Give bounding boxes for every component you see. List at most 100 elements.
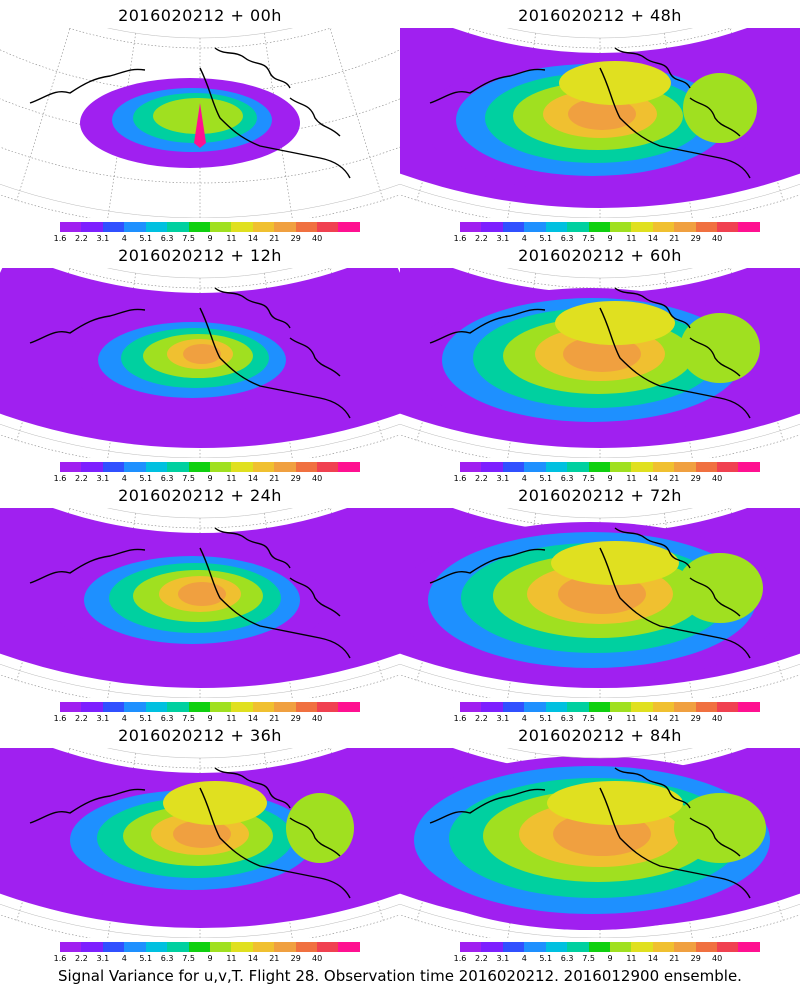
colorbar-swatch: [631, 462, 653, 472]
colorbar-swatch: [738, 222, 760, 232]
variance-map: [400, 28, 800, 218]
colorbar-tick-label: 6.3: [560, 954, 574, 963]
colorbar-tick-label: 40: [712, 714, 723, 723]
colorbar-ticks: 1.6 2.2 3.1 4 5.1 6.3 7.5 9 11 14 21 29 40: [454, 234, 760, 244]
colorbar-tick-label: 9: [207, 954, 213, 963]
colorbar-tick-label: 9: [607, 954, 613, 963]
colorbar-tick-label: 7.5: [582, 234, 595, 243]
colorbar-swatch: [295, 702, 318, 712]
colorbar-tick-label: 21: [669, 474, 680, 483]
colorbar-swatch: [60, 222, 82, 232]
colorbar-tick-label: 11: [226, 714, 237, 723]
colorbar-tick-label: 6.3: [160, 714, 174, 723]
colorbar-swatch: [124, 222, 146, 232]
colorbar-swatch: [460, 462, 482, 472]
variance-field: [400, 508, 800, 688]
colorbar-swatch: [631, 942, 653, 952]
colorbar-swatch: [652, 942, 675, 952]
colorbar-tick-label: 29: [290, 714, 301, 723]
colorbar-swatch: [209, 462, 232, 472]
colorbar-tick-label: 2.2: [475, 714, 488, 723]
variance-field: [400, 748, 800, 930]
colorbar-swatch: [524, 222, 546, 232]
colorbar-tick-label: 9: [207, 474, 213, 483]
variance-map: [400, 268, 800, 458]
forecast-panel-72h: 2016020212 + 72h 1.6 2.2 3.1 4 5.1 6.3 7.5 9 11 14…: [400, 480, 800, 723]
colorbar-tick-label: 40: [312, 714, 323, 723]
colorbar-swatch: [167, 702, 189, 712]
forecast-panel-12h: 2016020212 + 12h 1.6 2.2 3.1 4 5.1 6.3 7.5 9 11 14…: [0, 240, 400, 483]
colorbar-tick-label: 7.5: [582, 954, 595, 963]
colorbar-tick-label: 3.1: [496, 954, 510, 963]
colorbar-swatch: [209, 702, 232, 712]
colorbar-tick-label: 1.6: [453, 474, 467, 483]
colorbar: [60, 942, 360, 952]
colorbar-tick-label: 2.2: [75, 234, 88, 243]
colorbar-tick-label: 2.2: [75, 474, 88, 483]
colorbar-tick-label: 11: [626, 474, 637, 483]
colorbar-swatch: [274, 462, 296, 472]
colorbar-swatch: [588, 222, 610, 232]
variance-field: [400, 28, 800, 208]
colorbar-swatch: [338, 222, 360, 232]
colorbar-tick-label: 29: [690, 714, 701, 723]
colorbar-swatch: [252, 702, 275, 712]
colorbar-swatch: [81, 942, 103, 952]
colorbar-tick-label: 3.1: [96, 234, 110, 243]
colorbar-swatch: [102, 462, 125, 472]
coastline: [429, 527, 751, 659]
colorbar-tick-label: 3.1: [496, 474, 510, 483]
colorbar-swatch: [209, 222, 232, 232]
panel-title: 2016020212 + 12h: [118, 246, 282, 265]
colorbar-swatch: [274, 702, 296, 712]
colorbar-tick-label: 21: [669, 234, 680, 243]
colorbar-swatch: [609, 462, 632, 472]
colorbar-swatch: [145, 462, 168, 472]
colorbar-swatch: [502, 942, 525, 952]
colorbar-ticks: 1.6 2.2 3.1 4 5.1 6.3 7.5 9 11 14 21 29 40: [454, 954, 760, 964]
colorbar-swatch: [609, 702, 632, 712]
colorbar-swatch: [81, 702, 103, 712]
colorbar-swatch: [631, 702, 653, 712]
colorbar-tick-label: 5.1: [139, 954, 153, 963]
colorbar-swatch: [252, 942, 275, 952]
colorbar-swatch: [167, 942, 189, 952]
colorbar-swatch: [481, 702, 503, 712]
colorbar-swatch: [145, 942, 168, 952]
colorbar-swatch: [481, 462, 503, 472]
colorbar-tick-label: 6.3: [560, 234, 574, 243]
colorbar-swatch: [60, 942, 82, 952]
colorbar-ticks: 1.6 2.2 3.1 4 5.1 6.3 7.5 9 11 14 21 29 40: [54, 474, 360, 484]
colorbar-tick-label: 21: [269, 714, 280, 723]
colorbar-swatch: [124, 462, 146, 472]
colorbar-swatch: [81, 222, 103, 232]
colorbar-tick-label: 6.3: [160, 954, 174, 963]
panel-title: 2016020212 + 36h: [118, 726, 282, 745]
colorbar-swatch: [317, 702, 339, 712]
colorbar: [460, 462, 760, 472]
coastline: [429, 767, 751, 899]
variance-map: [0, 28, 400, 218]
colorbar-tick-label: 3.1: [96, 714, 110, 723]
colorbar-tick-label: 7.5: [582, 474, 595, 483]
colorbar-swatch: [738, 702, 760, 712]
colorbar-tick-label: 14: [247, 714, 258, 723]
colorbar-swatch: [609, 222, 632, 232]
coastline: [429, 287, 751, 419]
colorbar-swatch: [717, 222, 739, 232]
colorbar-swatch: [502, 222, 525, 232]
forecast-panel-48h: 2016020212 + 48h 1.6 2.2 3.1 4 5.1 6.3 7.5 9 11 14…: [400, 0, 800, 243]
colorbar-tick-label: 40: [312, 954, 323, 963]
colorbar-tick-label: 1.6: [453, 954, 467, 963]
colorbar-swatch: [460, 222, 482, 232]
colorbar-swatch: [567, 942, 589, 952]
variance-field: [0, 268, 400, 449]
colorbar-swatch: [695, 222, 718, 232]
colorbar-tick-label: 2.2: [75, 954, 88, 963]
colorbar-swatch: [188, 462, 210, 472]
colorbar-tick-label: 4: [521, 714, 527, 723]
figure-caption: Signal Variance for u,v,T. Flight 28. Ob…: [58, 967, 742, 985]
colorbar-swatch: [695, 942, 718, 952]
colorbar-tick-label: 29: [690, 234, 701, 243]
variance-field: [0, 748, 400, 928]
